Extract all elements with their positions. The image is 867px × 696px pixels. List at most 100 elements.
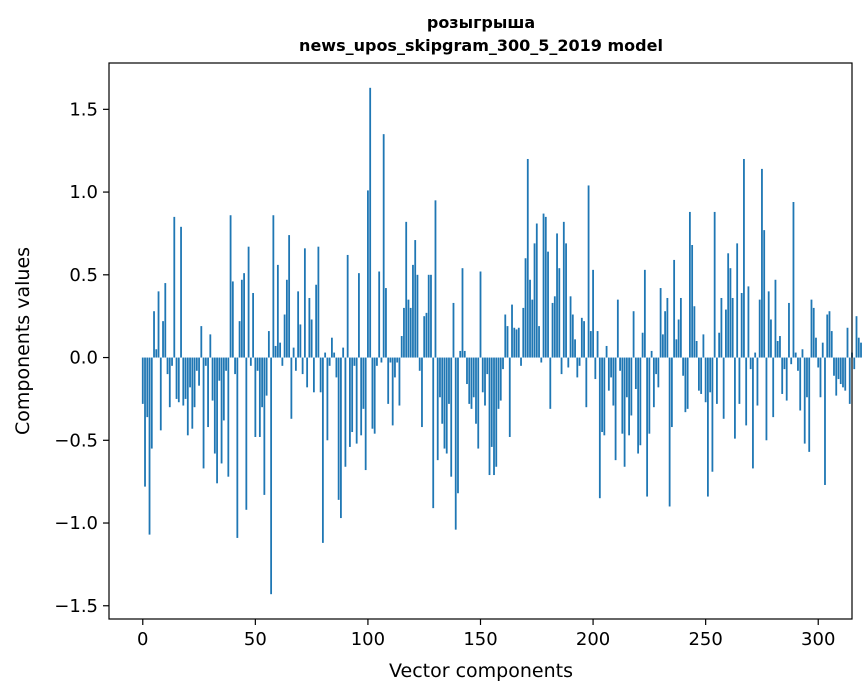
y-tick-label-1: −1.0 (54, 513, 98, 534)
bar-0 (141, 357, 144, 404)
bar-259 (725, 309, 727, 358)
bar-122 (416, 274, 419, 358)
bar-123 (418, 357, 421, 371)
bar-217 (630, 357, 633, 416)
bar-287 (788, 302, 790, 358)
bar-165 (513, 327, 516, 358)
bar-314 (848, 357, 851, 404)
bar-83 (328, 357, 331, 366)
bar-148 (475, 357, 477, 424)
bar-35 (220, 357, 223, 464)
bar-159 (499, 357, 502, 401)
bar-73 (306, 357, 309, 388)
bar-220 (637, 357, 640, 454)
bar-188 (565, 243, 567, 358)
bar-267 (743, 158, 745, 358)
bar-54 (263, 357, 266, 495)
bar-229 (657, 357, 660, 388)
bar-263 (734, 357, 736, 439)
bar-312 (844, 357, 847, 391)
bar-130 (434, 200, 437, 358)
bar-296 (808, 357, 811, 452)
bar-302 (821, 342, 824, 358)
bar-64 (285, 279, 288, 358)
bar-19 (184, 357, 187, 399)
chart-title-line1: розыгрыша (427, 13, 535, 32)
bar-172 (529, 279, 531, 358)
bar-100 (367, 190, 369, 358)
y-tick-label-6: 1.5 (69, 99, 98, 120)
bar-138 (452, 302, 455, 358)
bar-284 (781, 357, 784, 394)
bar-237 (675, 339, 678, 358)
bar-132 (439, 357, 441, 398)
bar-288 (790, 357, 793, 365)
bar-102 (371, 357, 374, 429)
y-axis-label: Components values (12, 247, 34, 435)
bar-12 (168, 357, 171, 408)
bar-194 (578, 357, 581, 366)
bar-45 (243, 273, 245, 358)
x-axis-ticks: 0 50 100 150 200 250 300 (137, 619, 835, 650)
bar-50 (254, 357, 257, 437)
bar-157 (495, 357, 498, 467)
bar-266 (740, 293, 743, 358)
bar-221 (639, 357, 642, 446)
bar-113 (396, 357, 399, 363)
chart-title-line2: news_upos_skipgram_300_5_2019 model (299, 36, 663, 55)
bar-162 (506, 326, 509, 358)
bar-124 (421, 357, 423, 428)
bar-193 (576, 357, 579, 378)
x-tick-label-6: 300 (801, 629, 835, 650)
bar-107 (382, 134, 385, 358)
y-tick-label-2: −0.5 (54, 430, 98, 451)
bar-21 (189, 357, 191, 388)
bar-222 (641, 332, 644, 358)
bar-58 (272, 215, 275, 358)
x-tick-label-1: 50 (244, 629, 267, 650)
bar-8 (159, 357, 162, 431)
bar-6 (155, 349, 158, 358)
bar-291 (797, 357, 799, 371)
x-tick-label-2: 100 (351, 629, 385, 650)
bar-16 (177, 357, 180, 403)
bar-24 (195, 357, 198, 371)
bar-170 (524, 258, 527, 358)
bar-225 (648, 357, 651, 434)
bar-56 (267, 331, 270, 358)
x-tick-label-5: 250 (688, 629, 722, 650)
bar-269 (747, 286, 750, 358)
bar-271 (752, 357, 754, 469)
bar-298 (812, 307, 815, 358)
bar-141 (459, 350, 462, 358)
bar-74 (308, 297, 311, 358)
bar-245 (693, 306, 696, 358)
bar-161 (504, 314, 507, 358)
bar-316 (853, 357, 856, 370)
bar-36 (222, 357, 225, 421)
bar-192 (574, 339, 576, 358)
y-tick-label-5: 1.0 (69, 182, 98, 203)
bar-9 (162, 321, 164, 358)
bar-101 (369, 87, 372, 358)
bar-75 (310, 319, 313, 358)
bar-114 (398, 357, 401, 406)
bar-164 (511, 304, 513, 358)
bar-3 (148, 357, 151, 535)
bar-131 (436, 357, 439, 461)
bar-149 (477, 357, 480, 449)
bar-112 (394, 357, 396, 378)
bar-38 (227, 357, 230, 477)
bar-232 (664, 311, 667, 358)
bar-61 (279, 342, 282, 358)
bar-10 (164, 283, 167, 358)
bar-46 (245, 357, 248, 510)
bar-15 (175, 357, 178, 399)
bar-155 (490, 357, 493, 447)
bar-207 (607, 357, 610, 391)
bar-92 (349, 357, 351, 447)
bar-142 (461, 268, 464, 358)
bar-33 (216, 357, 218, 484)
x-tick-label-3: 150 (463, 629, 497, 650)
x-tick-label-4: 200 (576, 629, 610, 650)
